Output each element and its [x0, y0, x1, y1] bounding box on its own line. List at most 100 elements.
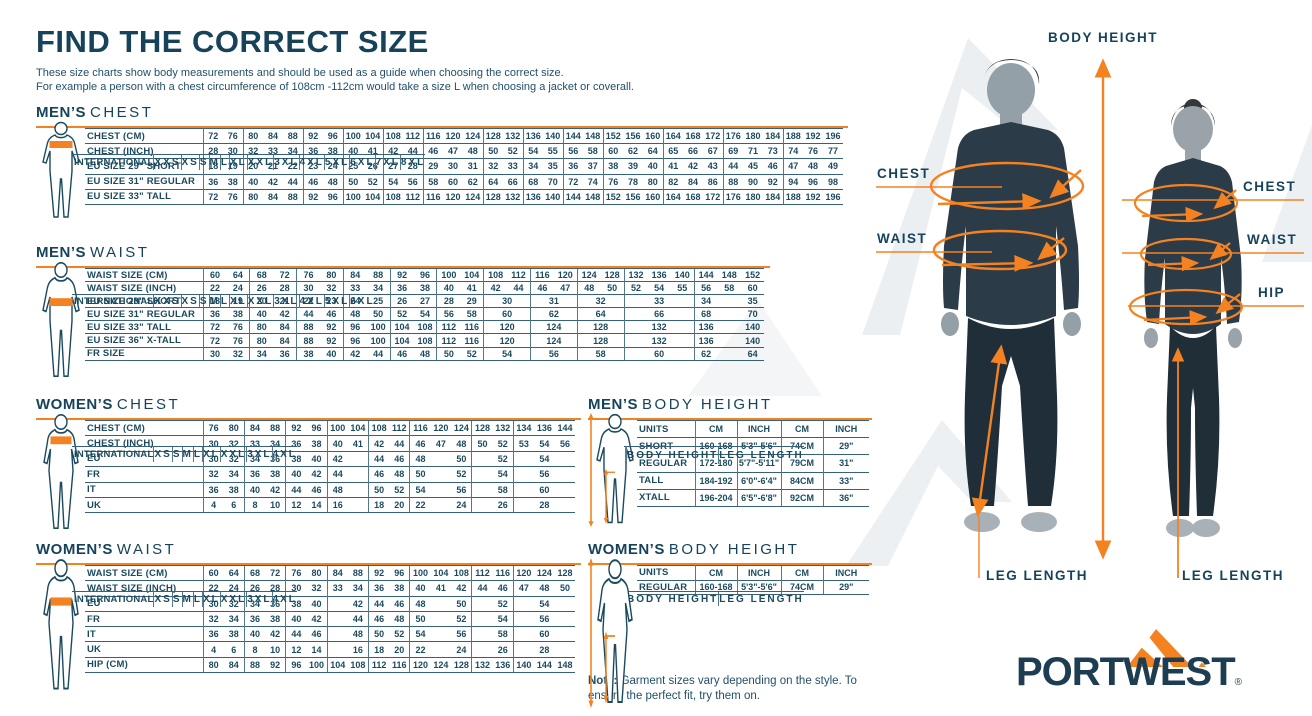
size-cell: 48 [389, 466, 410, 483]
size-cell: 29" [822, 437, 869, 455]
row-label: FR [85, 466, 204, 483]
womens-chest-table: INTERNATIONAL XS S M L XL XXL 3XL 4XL CHEST (CM) 7… [72, 419, 576, 514]
size-cell: 120 [409, 656, 431, 674]
row-label: WAIST SIZE (CM) [85, 564, 204, 581]
size-cell: 50 [342, 173, 363, 190]
size-cell: 26 [389, 294, 414, 308]
size-cell: 30 [483, 294, 531, 308]
size-cell [430, 595, 452, 612]
size-cell: 160 [643, 127, 663, 144]
size-cell: 84 [223, 656, 245, 674]
size-cell [430, 466, 452, 483]
size-header: XS [153, 590, 173, 607]
size-cell: 33" [822, 471, 869, 490]
size-cell: 70 [740, 307, 765, 321]
section-heading: MEN’S CHEST [36, 104, 154, 121]
table-row: IT 36 38 40 42 44 46 48 50 52 54 56 58 60 [85, 626, 576, 642]
size-cell: 96 [323, 127, 343, 144]
size-cell [512, 626, 534, 642]
row-label: WAIST SIZE (CM) [85, 267, 204, 282]
section-womens-body-height: WOMEN’S BODY HEIGHT BODY HEIGHT LEG LENGTH… [588, 541, 872, 708]
size-cell: 88 [296, 333, 320, 348]
size-cell: 54 [492, 610, 514, 627]
size-cell: 46 [306, 481, 328, 498]
size-cell: 124 [534, 564, 555, 581]
size-cell: 12 [285, 496, 307, 514]
size-cell: 80 [306, 564, 328, 581]
size-cell: 78 [623, 173, 643, 190]
size-cell: 29" [822, 579, 869, 595]
size-cell: 44 [326, 466, 348, 483]
size-header: M [208, 293, 221, 308]
size-header: XXL [246, 153, 274, 170]
size-header: S [198, 293, 210, 308]
size-cell: 136 [522, 127, 543, 144]
size-cell: 40 [242, 173, 263, 190]
size-cell: 44 [368, 595, 390, 612]
size-header: L [219, 293, 230, 308]
size-cell: 176 [722, 127, 743, 144]
size-cell: 64 [482, 173, 503, 190]
woman-chest-label: CHEST [1243, 179, 1297, 194]
size-cell [430, 450, 452, 467]
size-header: 4XL [298, 293, 325, 308]
size-cell [430, 641, 452, 658]
size-cell: 76 [226, 320, 250, 334]
size-cell: 36 [202, 173, 223, 190]
size-cell [512, 496, 534, 514]
size-cell: 54 [534, 450, 555, 467]
size-cell: 49 [823, 158, 843, 175]
size-cell: 76 [602, 173, 623, 190]
size-cell: 50 [436, 346, 461, 361]
size-cell: 35 [740, 294, 765, 308]
table-row: TALL 184-192 6'0"-6'4" 84CM 33" [637, 471, 869, 490]
size-cell: 140 [740, 320, 765, 334]
size-cell: 108 [483, 267, 508, 282]
size-cell: 38 [306, 435, 328, 452]
size-cell: 76 [803, 143, 823, 159]
unit-header: INCH [736, 565, 781, 580]
size-header: XL [228, 293, 248, 308]
size-header: 8XL [399, 153, 426, 170]
size-cell: 64 [576, 307, 625, 321]
size-cell: 50 [368, 626, 390, 642]
size-cell [554, 610, 576, 627]
size-cell: 34 [366, 281, 391, 295]
size-cell: 196 [823, 188, 843, 205]
size-cell: 112 [507, 267, 531, 282]
size-cell: 104 [389, 320, 414, 334]
size-cell: 52 [492, 450, 514, 467]
size-header: 3XL [273, 153, 300, 170]
size-cell: 72 [265, 564, 286, 581]
size-cell: 36 [202, 307, 227, 321]
size-cell: 40 [243, 481, 266, 498]
size-cell: 116 [460, 333, 484, 348]
size-cell: 26 [249, 281, 274, 295]
size-cell: 18 [368, 496, 390, 514]
size-cell: 132 [623, 267, 648, 282]
size-header: 4XL [271, 590, 297, 607]
table-row: WAIST SIZE (CM) 60 64 68 72 76 80 84 88 92 96 100 10… [85, 564, 576, 581]
size-cell [430, 481, 452, 498]
section-heading: WOMEN’S BODY HEIGHT [588, 541, 800, 558]
size-cell: 14 [306, 641, 328, 658]
size-cell: 104 [363, 127, 383, 144]
size-cell: 36 [389, 281, 414, 295]
size-cell: 6'0"-6'4" [736, 471, 781, 490]
male-figure-height-icon [588, 413, 634, 527]
size-cell: 120 [443, 188, 463, 205]
size-cell: 108 [368, 419, 390, 436]
size-cell: 54 [483, 346, 531, 361]
size-cell: 41 [460, 281, 484, 295]
size-cell: 180 [743, 127, 763, 144]
size-cell: 84 [342, 267, 367, 282]
size-cell: 104 [326, 656, 348, 674]
leg-length-label-right: LEG LENGTH [1182, 568, 1284, 583]
size-cell: 36 [202, 481, 224, 498]
size-cell: 52 [451, 610, 472, 627]
size-cell: 40 [643, 158, 663, 175]
size-cell: 38 [265, 610, 286, 627]
size-cell: 54 [409, 481, 431, 498]
size-cell: 100 [306, 656, 328, 674]
